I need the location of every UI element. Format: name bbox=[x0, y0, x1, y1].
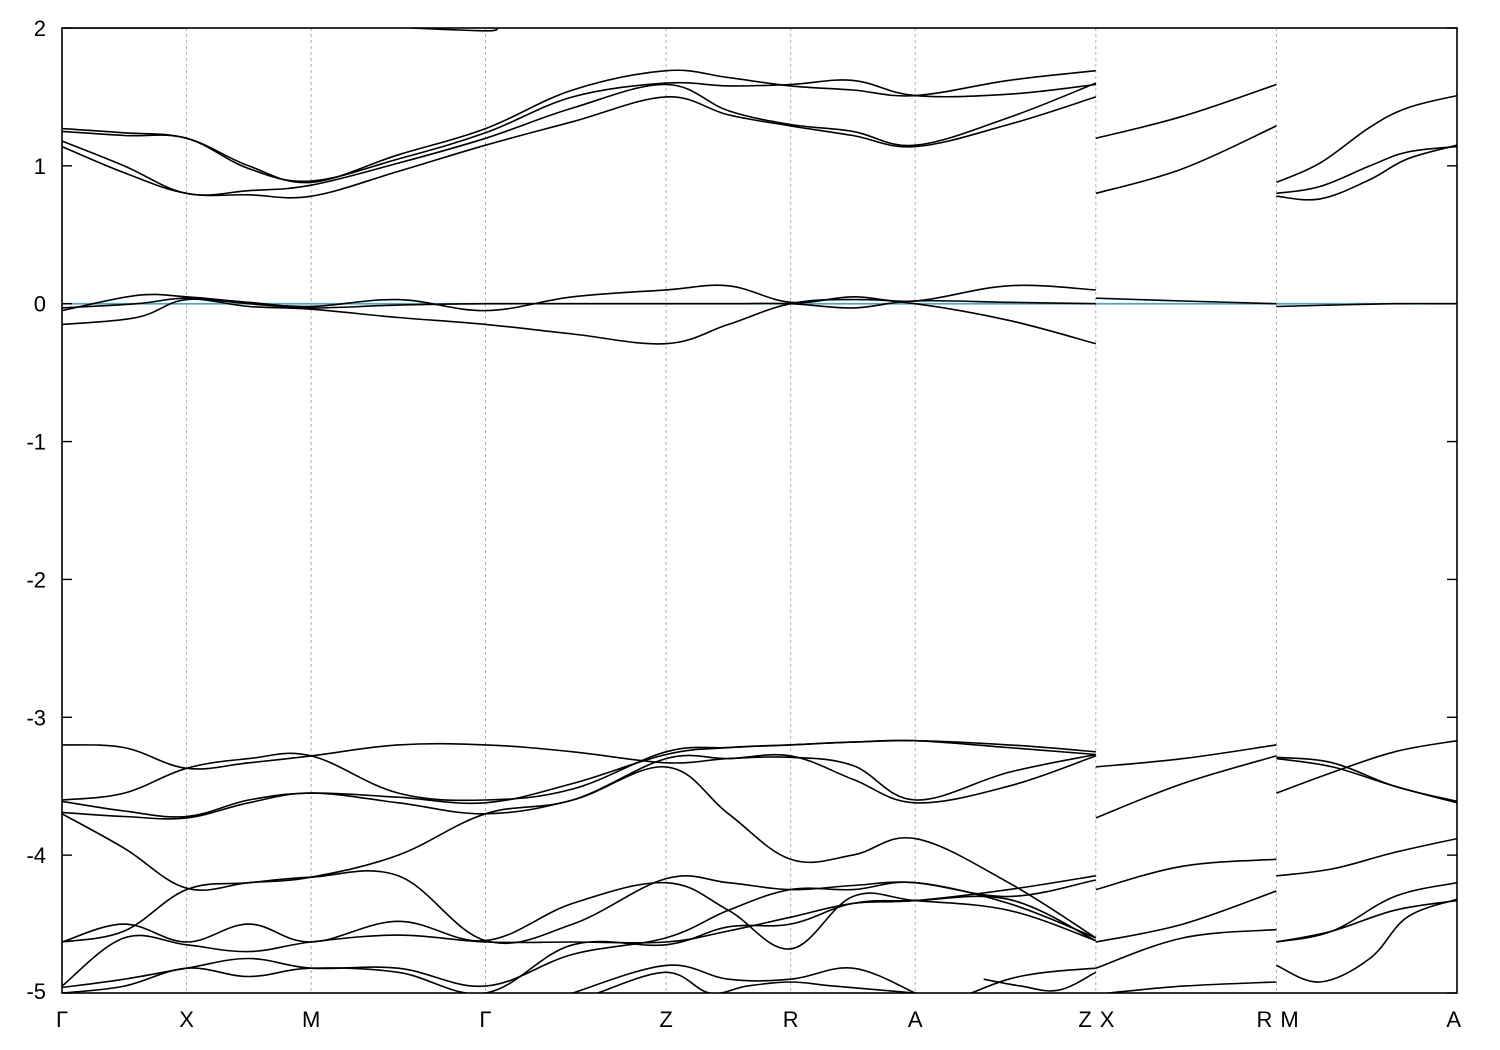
band-line bbox=[597, 971, 916, 993]
band-line bbox=[1276, 757, 1457, 804]
kpoint-label: Γ bbox=[56, 1007, 68, 1032]
band-line bbox=[62, 875, 1096, 987]
band-line bbox=[1276, 144, 1457, 201]
kpoint-label: A bbox=[908, 1007, 923, 1032]
band-line bbox=[1095, 858, 1277, 891]
band-line bbox=[1095, 755, 1277, 819]
band-line bbox=[62, 881, 1097, 989]
kpoint-label: Z bbox=[659, 1007, 672, 1032]
kpoint-label: X bbox=[179, 1007, 194, 1032]
band-line bbox=[62, 881, 1097, 950]
band-line bbox=[970, 967, 1096, 993]
y-tick-label: 1 bbox=[34, 154, 46, 179]
band-line bbox=[1276, 739, 1457, 794]
y-tick-label: -1 bbox=[26, 430, 46, 455]
band-line bbox=[1095, 83, 1277, 140]
kpoint-label: M bbox=[1280, 1007, 1298, 1032]
y-tick-label: -5 bbox=[26, 979, 46, 1004]
band-line bbox=[1276, 94, 1457, 184]
grid-layer bbox=[186, 28, 1277, 993]
band-line bbox=[1276, 899, 1457, 943]
band-line bbox=[1095, 928, 1277, 969]
band-line bbox=[1276, 145, 1457, 195]
band-line bbox=[62, 739, 1096, 818]
band-line bbox=[62, 766, 1097, 939]
band-line bbox=[1276, 837, 1457, 877]
y-tick-label: 0 bbox=[34, 292, 46, 317]
y-tick-label: -4 bbox=[26, 843, 46, 868]
band-line bbox=[62, 79, 1096, 183]
band-line bbox=[983, 971, 1097, 992]
band-line bbox=[62, 96, 1097, 199]
band-line bbox=[1276, 881, 1457, 943]
band-line bbox=[1095, 125, 1277, 195]
band-line bbox=[1095, 744, 1277, 768]
kpoint-label: X bbox=[1100, 1007, 1115, 1032]
kpoint-label: Z bbox=[1078, 1007, 1091, 1032]
band-line bbox=[62, 298, 1097, 345]
kpoint-label: M bbox=[302, 1007, 320, 1032]
kpoint-label: Γ bbox=[479, 1007, 491, 1032]
band-line bbox=[62, 82, 1097, 196]
band-line bbox=[62, 742, 1096, 801]
band-line bbox=[1095, 890, 1277, 943]
band-line bbox=[1108, 981, 1277, 993]
band-line bbox=[62, 739, 1096, 802]
y-tick-label: -3 bbox=[26, 705, 46, 730]
band-line bbox=[1276, 756, 1457, 803]
band-line bbox=[62, 753, 1097, 892]
kpoint-label: R bbox=[1257, 1007, 1273, 1032]
band-line bbox=[62, 297, 1096, 309]
kpoint-label: R bbox=[783, 1007, 799, 1032]
kpoint-label: A bbox=[1446, 1007, 1461, 1032]
band-line bbox=[1276, 898, 1457, 983]
y-tick-label: -2 bbox=[26, 567, 46, 592]
y-tick-label: 2 bbox=[34, 16, 46, 41]
band-line bbox=[62, 895, 1097, 993]
band-line bbox=[1276, 302, 1457, 308]
band-line bbox=[1095, 297, 1277, 305]
band-line bbox=[62, 69, 1096, 184]
bands-layer bbox=[62, 28, 1457, 993]
plot-frame bbox=[61, 27, 1458, 994]
band-line bbox=[62, 870, 1096, 945]
band-line bbox=[572, 964, 916, 993]
